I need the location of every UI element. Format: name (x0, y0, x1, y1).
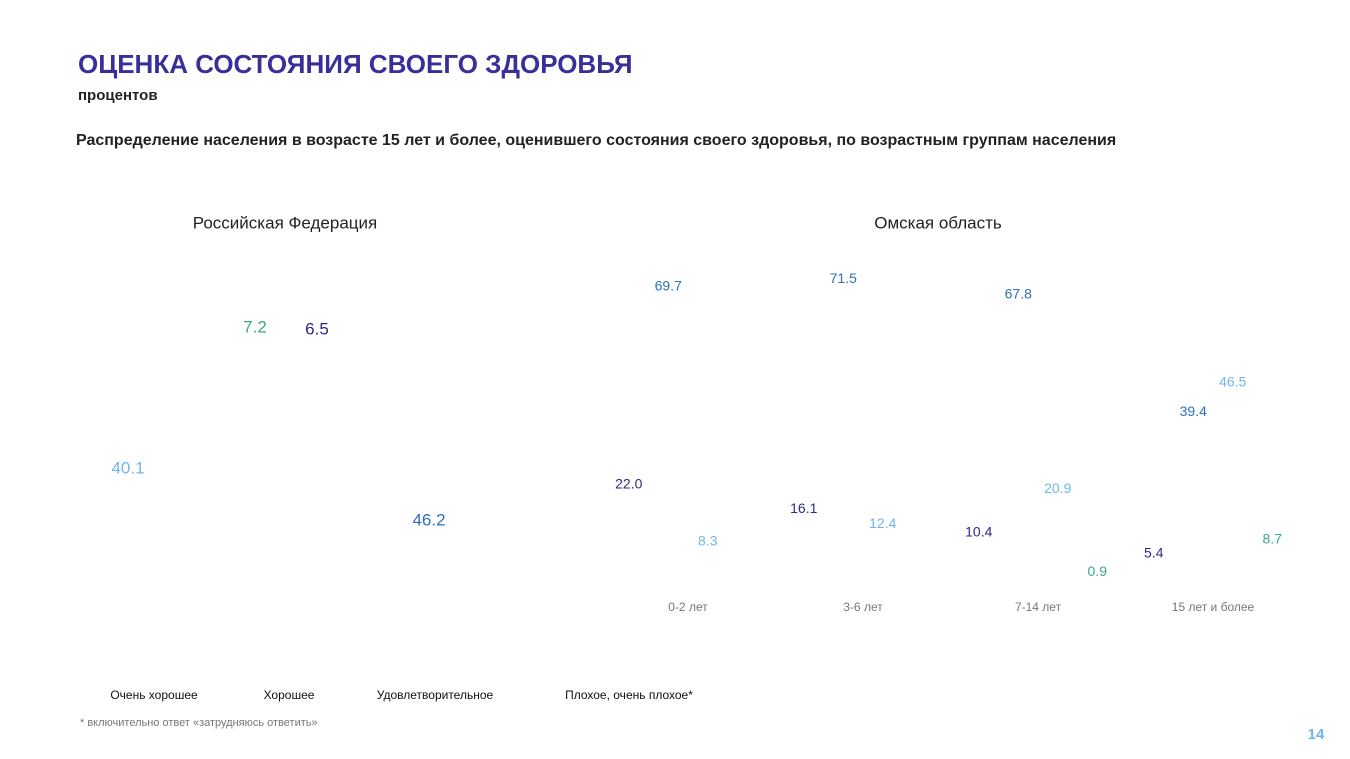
pie-label: 7.2 (243, 317, 267, 336)
bar-label: 8.3 (698, 532, 718, 548)
description: Распределение населения в возрасте 15 ле… (76, 132, 1117, 149)
x-tick-label: 7-14 лет (1015, 600, 1062, 614)
description-box: Распределение населения в возрасте 15 ле… (76, 132, 1117, 149)
pie-label: 6.5 (305, 319, 329, 338)
legend-label: Удовлетворительное (377, 688, 494, 702)
bar-label: 22.0 (615, 475, 642, 491)
legend-label: Плохое, очень плохое* (565, 688, 693, 702)
bar-label: 8.7 (1263, 531, 1283, 547)
bar-label: 5.4 (1144, 544, 1164, 560)
bar-label: 67.8 (1005, 285, 1032, 301)
bar-label: 10.4 (965, 524, 992, 540)
bar-label: 71.5 (830, 270, 857, 286)
bar-label: 39.4 (1180, 403, 1207, 419)
title: ОЦЕНКА СОСТОЯНИЯ СВОЕГО ЗДОРОВЬЯ (78, 49, 633, 79)
legend-label: Очень хорошее (110, 688, 198, 702)
bar-label: 12.4 (869, 515, 896, 531)
bar-label: 46.5 (1219, 374, 1246, 390)
chart-title: Омская область (874, 213, 1002, 232)
pie-label: 46.2 (412, 510, 445, 529)
pie-label: 40.1 (111, 458, 144, 477)
x-tick-label: 15 лет и более (1172, 600, 1255, 614)
bar-label: 16.1 (790, 500, 817, 516)
bar-label: 69.7 (655, 277, 682, 293)
chart-title: Российская Федерация (193, 213, 377, 232)
bar-label: 0.9 (1088, 563, 1108, 579)
page-number: 14 (1308, 726, 1325, 743)
footnote: * включительно ответ «затрудняюсь ответи… (80, 717, 318, 729)
subtitle: процентов (78, 87, 158, 104)
x-tick-label: 3-6 лет (843, 600, 883, 614)
legend-label: Хорошее (264, 688, 315, 702)
bar-label: 20.9 (1044, 480, 1071, 496)
x-tick-label: 0-2 лет (668, 600, 708, 614)
